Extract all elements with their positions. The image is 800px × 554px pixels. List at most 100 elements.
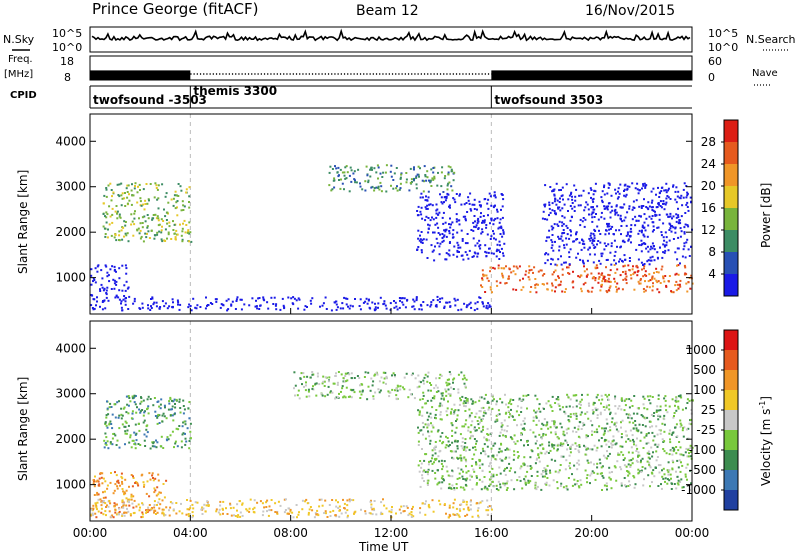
scatter-point bbox=[114, 471, 116, 474]
scatter-point bbox=[609, 251, 612, 254]
scatter-point bbox=[512, 458, 515, 461]
scatter-point bbox=[640, 470, 643, 473]
scatter-point bbox=[605, 418, 608, 421]
scatter-point bbox=[106, 440, 109, 443]
nsky-label: N.Sky bbox=[3, 33, 35, 46]
scatter-point bbox=[409, 393, 412, 396]
scatter-point bbox=[114, 483, 117, 486]
scatter-point bbox=[431, 462, 434, 465]
scatter-point bbox=[469, 192, 472, 195]
scatter-point bbox=[664, 275, 667, 277]
scatter-point bbox=[154, 477, 157, 480]
scatter-point bbox=[643, 235, 646, 238]
scatter-point bbox=[680, 461, 682, 464]
scatter-point bbox=[156, 511, 159, 514]
scatter-point bbox=[478, 239, 481, 242]
scatter-point bbox=[594, 478, 597, 481]
scatter-point bbox=[466, 233, 469, 235]
scatter-point bbox=[203, 503, 206, 506]
scatter-point bbox=[143, 433, 146, 436]
scatter-point bbox=[687, 281, 690, 284]
scatter-point bbox=[556, 448, 559, 451]
scatter-point bbox=[161, 511, 164, 514]
scatter-point bbox=[687, 209, 690, 212]
scatter-point bbox=[559, 197, 561, 200]
scatter-point bbox=[442, 235, 445, 238]
scatter-point bbox=[632, 427, 635, 430]
scatter-point bbox=[423, 469, 426, 472]
scatter-point bbox=[440, 397, 443, 400]
scatter-point bbox=[466, 398, 469, 401]
scatter-point bbox=[229, 503, 232, 506]
scatter-point bbox=[502, 434, 505, 437]
scatter-point bbox=[176, 299, 179, 302]
scatter-point bbox=[105, 211, 108, 214]
scatter-point bbox=[201, 506, 204, 509]
scatter-point bbox=[332, 382, 335, 385]
scatter-point bbox=[614, 250, 617, 253]
scatter-point bbox=[685, 185, 688, 187]
scatter-point bbox=[138, 183, 141, 186]
scatter-point bbox=[495, 250, 498, 253]
colorbar-swatch bbox=[724, 208, 738, 231]
scatter-point bbox=[322, 302, 325, 305]
scatter-point bbox=[434, 441, 437, 443]
scatter-point bbox=[321, 394, 324, 397]
scatter-point bbox=[377, 166, 380, 169]
scatter-point bbox=[263, 506, 266, 509]
scatter-point bbox=[507, 275, 510, 278]
scatter-point bbox=[572, 430, 574, 433]
scatter-point bbox=[515, 410, 518, 413]
scatter-point bbox=[455, 507, 458, 510]
scatter-point bbox=[584, 218, 587, 221]
scatter-point bbox=[133, 212, 136, 215]
scatter-point bbox=[497, 249, 500, 252]
scatter-point bbox=[441, 468, 444, 471]
scatter-point bbox=[492, 206, 495, 209]
scatter-point bbox=[504, 282, 507, 285]
scatter-point bbox=[545, 402, 548, 405]
scatter-point bbox=[99, 288, 101, 291]
scatter-point bbox=[580, 483, 583, 486]
scatter-point bbox=[684, 256, 687, 259]
scatter-point bbox=[645, 442, 648, 445]
scatter-point bbox=[599, 413, 602, 416]
scatter-point bbox=[606, 291, 609, 294]
scatter-point bbox=[446, 378, 449, 381]
scatter-point bbox=[594, 190, 597, 193]
scatter-point bbox=[667, 473, 670, 476]
scatter-point bbox=[361, 383, 364, 386]
scatter-point bbox=[448, 249, 451, 252]
scatter-point bbox=[439, 233, 441, 236]
scatter-point bbox=[689, 423, 692, 426]
scatter-point bbox=[462, 501, 465, 503]
scatter-point bbox=[679, 197, 682, 200]
scatter-point bbox=[641, 229, 643, 232]
scatter-point bbox=[185, 191, 188, 194]
scatter-point bbox=[655, 271, 658, 273]
scatter-point bbox=[491, 480, 494, 483]
scatter-point bbox=[145, 183, 148, 185]
scatter-point bbox=[417, 374, 420, 377]
scatter-point bbox=[481, 447, 484, 450]
scatter-point bbox=[575, 405, 578, 408]
scatter-point bbox=[658, 203, 660, 206]
scatter-point bbox=[452, 229, 455, 232]
x-tick-label: 00:00 bbox=[675, 526, 710, 540]
scatter-point bbox=[510, 403, 513, 406]
scatter-point bbox=[174, 207, 177, 210]
scatter-point bbox=[593, 463, 595, 466]
scatter-point bbox=[461, 447, 464, 450]
scatter-point bbox=[206, 304, 208, 307]
scatter-point bbox=[430, 301, 433, 304]
scatter-point bbox=[475, 461, 477, 464]
scatter-point bbox=[656, 445, 659, 448]
cpid-segment-label: themis 3300 bbox=[193, 84, 277, 98]
scatter-point bbox=[387, 390, 390, 393]
scatter-point bbox=[111, 195, 113, 198]
scatter-point bbox=[535, 415, 538, 418]
scatter-point bbox=[93, 298, 96, 301]
scatter-point bbox=[215, 508, 218, 511]
scatter-point bbox=[516, 451, 519, 453]
